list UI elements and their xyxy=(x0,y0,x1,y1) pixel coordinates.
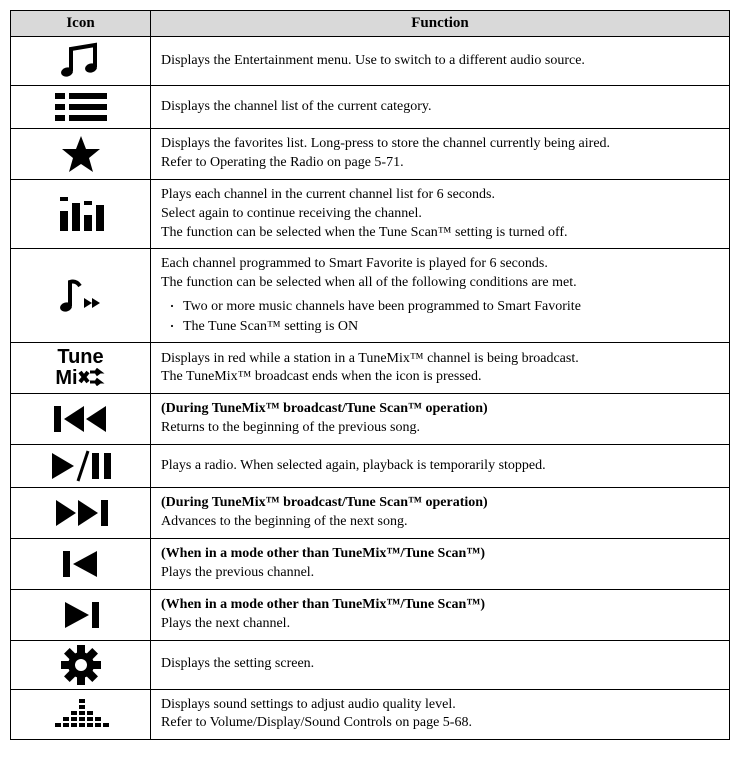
note-skip-icon xyxy=(56,276,106,316)
table-row: (During TuneMix™ broadcast/Tune Scan™ op… xyxy=(11,394,730,445)
func-text: Displays sound settings to adjust audio … xyxy=(161,697,456,712)
func-text: Returns to the beginning of the previous… xyxy=(161,420,420,435)
table-row: Plays a radio. When selected again, play… xyxy=(11,445,730,488)
gear-icon xyxy=(61,645,101,685)
func-text: Plays the previous channel. xyxy=(161,565,314,580)
header-icon: Icon xyxy=(11,11,151,37)
table-row: Each channel programmed to Smart Favorit… xyxy=(11,249,730,343)
func-text: Each channel programmed to Smart Favorit… xyxy=(161,256,548,271)
table-row: (During TuneMix™ broadcast/Tune Scan™ op… xyxy=(11,488,730,539)
func-text: Refer to Operating the Radio on page 5-7… xyxy=(161,155,404,170)
table-row: (When in a mode other than TuneMix™/Tune… xyxy=(11,538,730,589)
func-text: Select again to continue receiving the c… xyxy=(161,206,422,221)
play-pause-icon xyxy=(48,449,114,483)
func-text: Displays the setting screen. xyxy=(161,656,314,671)
func-text: Plays a radio. When selected again, play… xyxy=(161,458,546,473)
table-row: Displays the setting screen. xyxy=(11,640,730,689)
func-text: The function can be selected when all of… xyxy=(161,275,577,290)
scan-bars-icon xyxy=(56,195,106,233)
icon-function-table: Icon Function Displays the Entertainment… xyxy=(10,10,730,740)
tune-mix-icon: Tune Mi xyxy=(13,347,148,389)
prev-track-icon xyxy=(59,548,103,580)
bullet-item: Two or more music channels have been pro… xyxy=(183,297,719,317)
func-bold: (During TuneMix™ broadcast/Tune Scan™ op… xyxy=(161,495,488,510)
func-text: The TuneMix™ broadcast ends when the ico… xyxy=(161,369,482,384)
func-text: Displays the channel list of the current… xyxy=(161,99,431,114)
table-row: Displays the favorites list. Long-press … xyxy=(11,129,730,180)
table-row: Displays the Entertainment menu. Use to … xyxy=(11,37,730,86)
list-icon xyxy=(53,90,109,124)
star-icon xyxy=(59,134,103,174)
tune-mix-line1: Tune xyxy=(57,346,103,368)
func-text: Plays the next channel. xyxy=(161,616,290,631)
equalizer-icon xyxy=(53,697,109,731)
music-note-icon xyxy=(59,41,103,81)
func-bold: (During TuneMix™ broadcast/Tune Scan™ op… xyxy=(161,401,488,416)
func-text: Displays the Entertainment menu. Use to … xyxy=(161,53,585,68)
skip-forward-icon xyxy=(52,498,110,528)
table-row: Displays the channel list of the current… xyxy=(11,86,730,129)
tune-mix-line2: Mi xyxy=(55,367,77,389)
table-row: Tune Mi Displays in red while a station … xyxy=(11,343,730,394)
bullet-item: The Tune Scan™ setting is ON xyxy=(183,317,719,337)
next-track-icon xyxy=(59,599,103,631)
func-text: Displays the favorites list. Long-press … xyxy=(161,136,610,151)
table-row: Displays sound settings to adjust audio … xyxy=(11,689,730,740)
skip-back-icon xyxy=(52,404,110,434)
func-text: Advances to the beginning of the next so… xyxy=(161,514,408,529)
table-row: Plays each channel in the current channe… xyxy=(11,179,730,249)
func-text: Refer to Volume/Display/Sound Controls o… xyxy=(161,715,472,730)
func-text: Displays in red while a station in a Tun… xyxy=(161,351,579,366)
func-text: The function can be selected when the Tu… xyxy=(161,225,568,240)
func-text: Plays each channel in the current channe… xyxy=(161,187,495,202)
func-bold: (When in a mode other than TuneMix™/Tune… xyxy=(161,597,485,612)
table-row: (When in a mode other than TuneMix™/Tune… xyxy=(11,589,730,640)
func-bold: (When in a mode other than TuneMix™/Tune… xyxy=(161,546,485,561)
header-function: Function xyxy=(151,11,730,37)
bullet-list: Two or more music channels have been pro… xyxy=(161,297,719,336)
